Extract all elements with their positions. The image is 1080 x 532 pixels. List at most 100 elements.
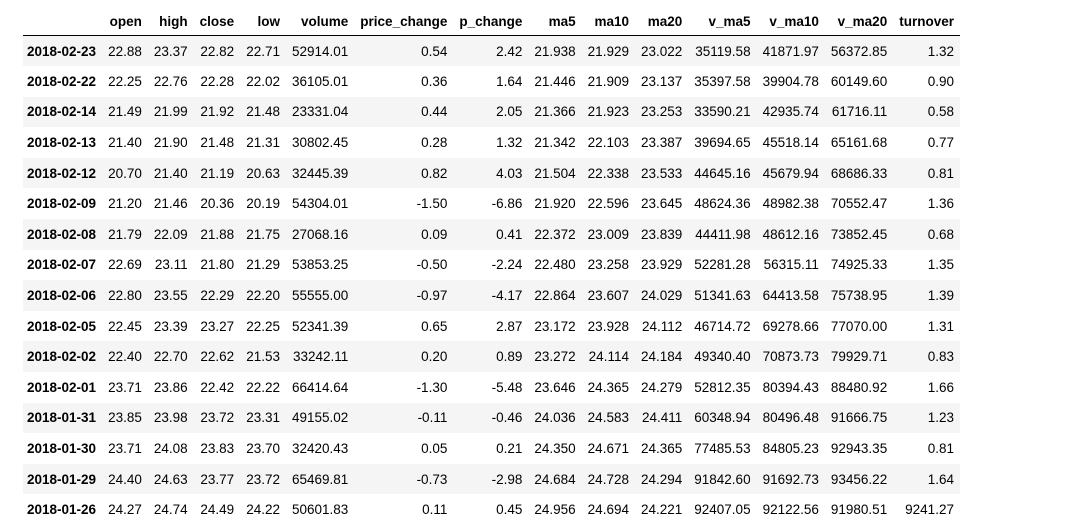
table-cell: 23.11 <box>154 257 188 273</box>
table-cell: 36105.01 <box>291 73 349 89</box>
column-header: high <box>147 8 194 36</box>
table-cell: 54304.01 <box>291 196 349 212</box>
table-cell: 24.22 <box>246 502 280 518</box>
table-cell: 48624.36 <box>694 196 751 212</box>
row-index-date: 2018-02-07 <box>27 257 97 273</box>
table-cell: 73852.45 <box>830 226 888 242</box>
table-cell: 23.83 <box>200 441 235 457</box>
table-cell: 68686.33 <box>830 165 888 181</box>
table-cell: 23.70 <box>246 441 280 457</box>
table-cell: 0.21 <box>496 441 523 457</box>
table-row: 2018-02-05 22.45 23.39 23.27 22.25 52341.39 0.… <box>23 311 960 342</box>
row-index-date: 2018-02-22 <box>27 73 97 89</box>
table-cell: -1.30 <box>416 379 448 395</box>
table-cell: 23.85 <box>108 410 142 426</box>
table-cell: 79929.71 <box>830 349 888 365</box>
table-cell: 22.372 <box>534 226 576 242</box>
table-cell: 21.75 <box>246 226 280 242</box>
table-cell: 22.76 <box>153 73 188 89</box>
table-cell: 20.70 <box>108 165 142 181</box>
table-cell: -1.50 <box>416 196 448 212</box>
table-row: 2018-02-22 22.25 22.76 22.28 22.02 36105.01 0.… <box>23 66 960 97</box>
table-cell: 23.929 <box>640 257 683 273</box>
table-row: 2018-02-23 22.88 23.37 22.82 22.71 52914.01 0.… <box>23 35 960 67</box>
table-cell: 23.258 <box>587 257 629 273</box>
table-cell: 0.83 <box>927 349 954 365</box>
table-row: 2018-02-07 22.69 23.11 21.80 21.29 53853.25 -0… <box>23 250 960 281</box>
table-cell: 21.20 <box>108 196 142 212</box>
table-cell: -4.17 <box>491 288 523 304</box>
table-body: 2018-02-23 22.88 23.37 22.82 22.71 52914.01 0.… <box>23 35 960 526</box>
table-cell: 22.338 <box>587 165 629 181</box>
column-header: ma20 <box>634 8 689 36</box>
table-cell: 23.86 <box>153 379 188 395</box>
table-cell: 23.022 <box>640 43 683 59</box>
table-cell: 0.54 <box>421 43 448 59</box>
table-cell: 45679.94 <box>762 165 819 181</box>
table-cell: 0.58 <box>927 104 954 120</box>
table-cell: 21.79 <box>108 226 142 242</box>
table-cell: 23.645 <box>640 196 683 212</box>
table-row: 2018-01-30 23.71 24.08 23.83 23.70 32420.43 0.… <box>23 433 960 464</box>
table-cell: 20.63 <box>246 165 280 181</box>
table-cell: 1.64 <box>927 471 954 487</box>
table-cell: 0.41 <box>496 226 523 242</box>
table-cell: 23.98 <box>153 410 188 426</box>
table-cell: 80496.48 <box>762 410 819 426</box>
table-cell: 21.31 <box>246 135 280 151</box>
table-cell: 24.671 <box>587 441 629 457</box>
table-cell: 23.31 <box>246 410 280 426</box>
table-cell: 65161.68 <box>830 135 888 151</box>
column-header: v_ma20 <box>824 8 894 36</box>
table-cell: 23.646 <box>534 379 576 395</box>
table-cell: 21.504 <box>534 165 576 181</box>
table-cell: 22.45 <box>108 318 142 334</box>
table-cell: 22.09 <box>153 226 188 242</box>
table-cell: 24.49 <box>200 502 235 518</box>
table-cell: 1.35 <box>927 257 954 273</box>
column-header: v_ma5 <box>688 8 757 36</box>
table-cell: 23.272 <box>534 349 576 365</box>
table-cell: 23.607 <box>587 288 629 304</box>
table-cell: 21.92 <box>200 104 235 120</box>
table-cell: 1.31 <box>927 318 954 334</box>
table-cell: 32445.39 <box>291 165 349 181</box>
row-index-date: 2018-02-01 <box>27 379 97 395</box>
table-cell: 60149.60 <box>830 73 888 89</box>
table-cell: 84805.23 <box>762 441 819 457</box>
table-cell: 1.66 <box>927 379 954 395</box>
table-cell: 21.342 <box>534 135 576 151</box>
table-cell: 77485.53 <box>694 441 751 457</box>
table-row: 2018-02-09 21.20 21.46 20.36 20.19 54304.01 -1… <box>23 188 960 219</box>
table-cell: 0.20 <box>421 349 448 365</box>
table-cell: 23.172 <box>534 318 576 334</box>
table-cell: 51341.63 <box>694 288 751 304</box>
table-cell: 23.37 <box>153 43 188 59</box>
table-cell: 48612.16 <box>762 226 819 242</box>
table-cell: 24.728 <box>587 471 629 487</box>
table-cell: 24.112 <box>641 318 683 334</box>
table-cell: 21.80 <box>200 257 235 273</box>
table-cell: 46714.72 <box>694 318 751 334</box>
table-cell: 24.956 <box>534 502 576 518</box>
table-row: 2018-01-26 24.27 24.74 24.49 24.22 50601.83 0.… <box>23 494 960 525</box>
table-cell: 20.19 <box>246 196 280 212</box>
table-row: 2018-01-29 24.40 24.63 23.77 23.72 65469.81 -0… <box>23 463 960 495</box>
table-cell: 22.28 <box>200 73 235 89</box>
table-cell: 55555.00 <box>291 288 349 304</box>
table-cell: 21.929 <box>587 43 629 59</box>
row-index-date: 2018-02-08 <box>27 226 97 242</box>
table-cell: 91980.51 <box>830 502 888 518</box>
table-cell: 23.928 <box>587 318 629 334</box>
table-cell: 0.11 <box>422 502 448 518</box>
table-cell: 22.29 <box>200 288 235 304</box>
table-cell: 21.40 <box>153 165 188 181</box>
dataframe-table: open high close low volume price_change p_chan… <box>23 8 960 525</box>
table-cell: 23.533 <box>640 165 683 181</box>
table-cell: 23.009 <box>587 226 629 242</box>
table-cell: 1.36 <box>927 196 954 212</box>
column-header: turnover <box>893 8 960 36</box>
table-cell: 0.65 <box>421 318 448 334</box>
table-cell: 1.39 <box>927 288 954 304</box>
table-cell: 23.72 <box>246 471 280 487</box>
